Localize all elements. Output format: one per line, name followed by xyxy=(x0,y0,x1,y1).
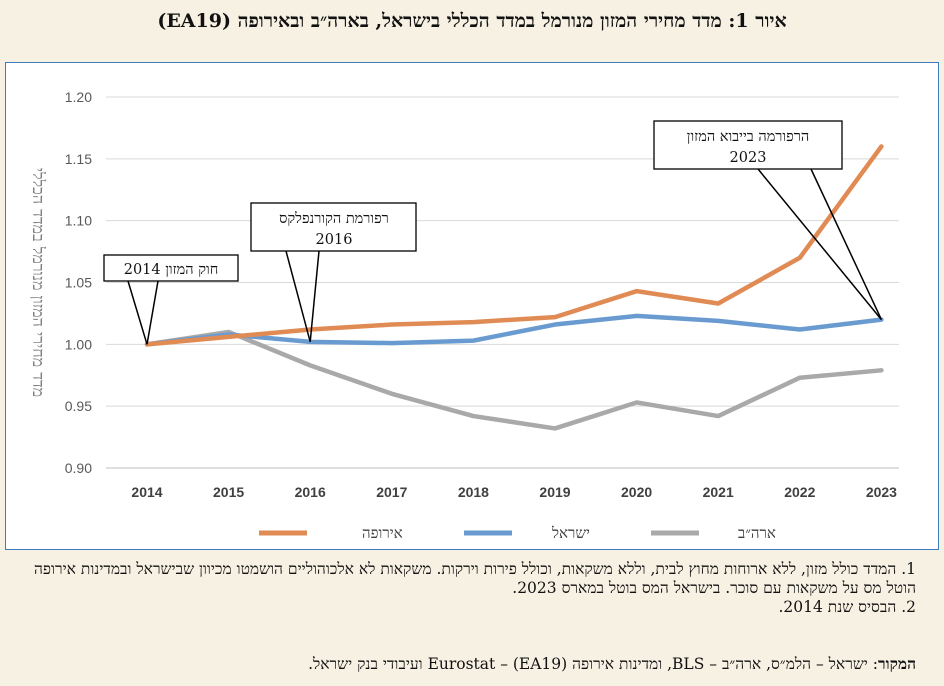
callout-leader xyxy=(810,168,883,320)
line-chart: 0.90 0.95 1.00 1.05 1.10 1.15 1.20 2014 2015 2016… xyxy=(29,89,899,542)
callout-leader xyxy=(127,280,148,345)
callout-2023-year: 2023 xyxy=(730,150,767,166)
series-line-usa xyxy=(144,329,884,431)
x-tick-label: 2021 xyxy=(703,484,734,500)
y-tick-label: 1.10 xyxy=(65,213,92,229)
x-tick-label: 2015 xyxy=(213,484,244,500)
x-tick-label: 2020 xyxy=(621,484,652,500)
callout-leader xyxy=(309,250,320,342)
footnotes: 1. המדד כולל מזון, ללא ארוחות מחוץ לבית,… xyxy=(26,560,916,617)
footnote-2: 2. הבסיס שנת 2014. xyxy=(778,598,916,616)
y-tick-label: 1.00 xyxy=(65,336,92,352)
y-tick-label: 1.05 xyxy=(65,275,92,291)
legend-label: ישראל xyxy=(551,524,590,542)
callout-leader xyxy=(146,280,159,345)
x-tick-label: 2019 xyxy=(539,484,570,500)
x-tick-label: 2023 xyxy=(866,484,897,500)
callout-2016 xyxy=(250,202,417,252)
x-tick-label: 2014 xyxy=(131,484,162,500)
chart-frame: 0.90 0.95 1.00 1.05 1.10 1.15 1.20 2014 2015 2016… xyxy=(5,62,939,550)
y-tick-label: 0.90 xyxy=(65,460,92,476)
y-tick-label: 1.20 xyxy=(65,89,92,105)
legend-label: ארה״ב xyxy=(738,524,776,542)
source-line: המקור: ישראל – הלמ״ס, ארה״ב – BLS, ומדינ… xyxy=(26,654,916,674)
y-axis-label: מדד מחירי המזון מנורמל במדד הכללי xyxy=(29,168,48,397)
y-tick-label: 1.15 xyxy=(65,151,92,167)
series-line-israel xyxy=(144,313,884,347)
x-tick-label: 2018 xyxy=(458,484,489,500)
callout-2014-text: חוק המזון 2014 xyxy=(124,262,219,278)
legend-label: אירופה xyxy=(362,524,403,542)
x-tick-label: 2017 xyxy=(376,484,407,500)
callout-leader xyxy=(757,168,882,321)
source-label: המקור xyxy=(878,654,916,673)
callout-2023 xyxy=(653,120,843,170)
callout-2023-text: הרפורמה בייבוא המזון xyxy=(687,129,809,145)
source-text: : ישראל – הלמ״ס, ארה״ב – BLS, ומדינות אי… xyxy=(308,655,879,673)
callout-leader xyxy=(285,250,311,343)
footnote-1: 1. המדד כולל מזון, ללא ארוחות מחוץ לבית,… xyxy=(33,560,916,597)
callout-2016-text: רפורמת הקורנפלקס xyxy=(279,211,389,227)
callout-2014 xyxy=(103,254,239,282)
figure-title: איור 1: מדד מחירי המזון מנורמל במדד הכלל… xyxy=(157,10,787,32)
x-tick-label: 2022 xyxy=(784,484,815,500)
x-tick-label: 2016 xyxy=(295,484,326,500)
callout-2016-year: 2016 xyxy=(316,232,353,248)
y-tick-label: 0.95 xyxy=(65,398,92,414)
series-line-europe xyxy=(144,144,884,347)
